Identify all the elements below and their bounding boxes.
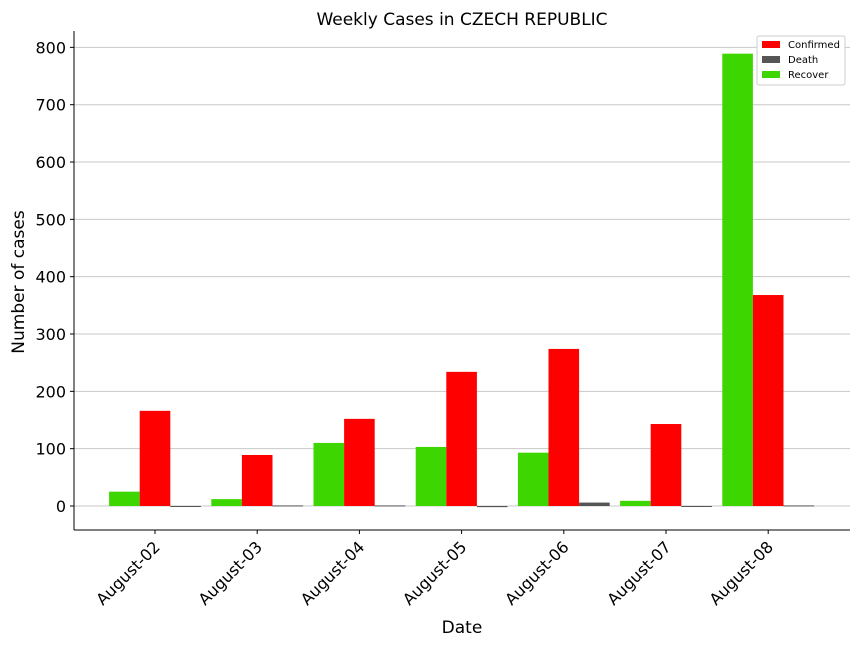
- bar-death-august-08: [783, 505, 815, 507]
- legend: Confirmed Death Recover: [756, 35, 846, 86]
- legend-swatch-confirmed: [762, 41, 780, 48]
- y-axis-ticks: 0 100 200 300 400 500 600 700 800: [35, 38, 74, 516]
- legend-label-recover: Recover: [788, 70, 829, 81]
- bar-recover-august-03: [211, 499, 242, 506]
- bar-death-august-05: [476, 506, 508, 508]
- bar-confirmed-august-04: [344, 418, 375, 506]
- bar-recover-august-04: [313, 442, 345, 506]
- bars: [109, 53, 815, 508]
- x-tick-label: August-05: [399, 537, 471, 609]
- x-tick-label: August-04: [297, 537, 369, 609]
- y-tick-label: 200: [35, 382, 66, 401]
- bar-confirmed-august-03: [241, 454, 273, 506]
- y-tick-label: 700: [35, 96, 66, 115]
- gridlines: [74, 46, 850, 507]
- bar-death-august-02: [170, 506, 201, 507]
- x-tick-label: August-08: [706, 537, 778, 609]
- bar-death-august-04: [374, 505, 406, 507]
- bar-confirmed-august-02: [139, 410, 171, 506]
- y-tick-label: 400: [35, 268, 66, 287]
- bar-death-august-06: [579, 502, 610, 506]
- bar-confirmed-august-07: [650, 424, 682, 506]
- y-tick-label: 0: [56, 497, 66, 516]
- bar-confirmed-august-06: [548, 348, 580, 506]
- y-tick-label: 800: [35, 38, 66, 57]
- y-tick-label: 600: [35, 153, 66, 172]
- x-tick-label: August-07: [603, 537, 675, 609]
- y-tick-label: 500: [35, 210, 66, 229]
- bar-recover-august-02: [109, 491, 140, 506]
- bar-death-august-03: [272, 505, 304, 507]
- bar-confirmed-august-08: [752, 295, 784, 506]
- bar-recover-august-07: [620, 500, 651, 506]
- bar-recover-august-06: [517, 452, 549, 506]
- y-tick-label: 300: [35, 325, 66, 344]
- bar-death-august-07: [681, 506, 712, 507]
- x-tick-label: August-02: [92, 537, 164, 609]
- legend-label-confirmed: Confirmed: [788, 40, 840, 51]
- bar-recover-august-08: [722, 53, 753, 507]
- bar-confirmed-august-05: [446, 371, 477, 506]
- bar-recover-august-05: [415, 446, 447, 506]
- legend-swatch-recover: [762, 71, 780, 78]
- chart-title: Weekly Cases in CZECH REPUBLIC: [316, 10, 607, 30]
- legend-swatch-death: [762, 56, 780, 63]
- x-tick-label: August-06: [501, 537, 573, 609]
- y-axis-title: Number of cases: [9, 210, 29, 354]
- x-axis-title: Date: [442, 618, 483, 638]
- y-tick-label: 100: [35, 440, 66, 459]
- x-axis-ticks: August-02 August-03 August-04 August-05 Augu…: [92, 530, 777, 609]
- legend-label-death: Death: [788, 55, 818, 66]
- x-tick-label: August-03: [195, 537, 267, 609]
